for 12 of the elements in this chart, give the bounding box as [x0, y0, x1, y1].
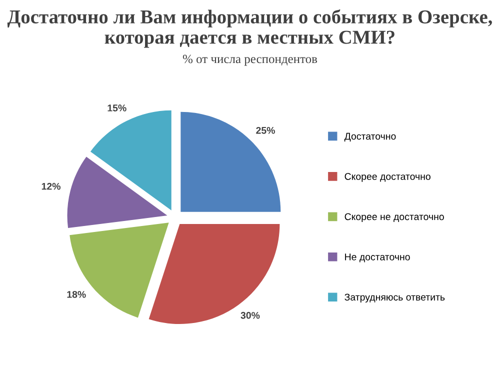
- chart-subtitle: % от числа респондентов: [182, 54, 318, 66]
- legend-label: Скорее не достаточно: [344, 213, 444, 222]
- data-label: 12%: [42, 182, 60, 190]
- legend-label: Достаточно: [344, 132, 396, 142]
- data-label: 30%: [240, 312, 260, 319]
- data-label: 25%: [256, 126, 275, 134]
- legend-label: Затрудняюсь ответить: [344, 294, 445, 303]
- chart-title: Достаточно ли Вам информации о событиях в Озерске, которая дается в местных СМИ?: [7, 9, 492, 48]
- legend-label: Скорее достаточно: [344, 173, 430, 182]
- data-label: 15%: [108, 104, 126, 112]
- data-label: 18%: [67, 290, 86, 298]
- legend-label: Не достаточно: [345, 254, 410, 262]
